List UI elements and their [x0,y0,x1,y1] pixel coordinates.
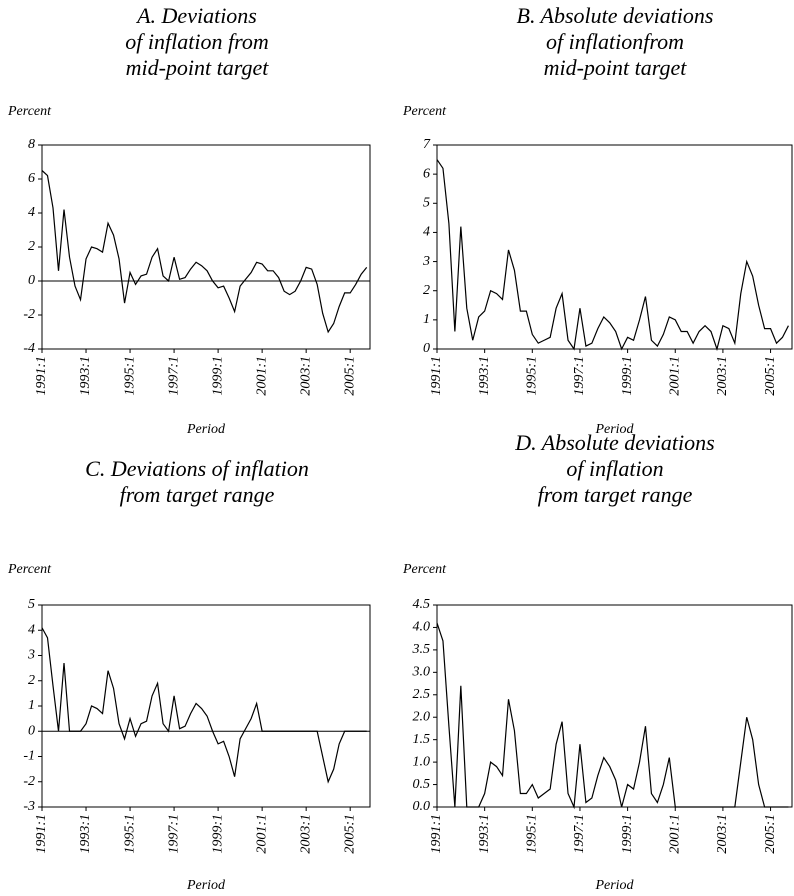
y-tick-label: 4 [28,205,35,220]
data-line [436,159,789,352]
x-tick-label: 1993:1 [477,814,492,854]
x-tick-label: 1991:1 [429,814,444,854]
y-tick-label: -4 [23,341,35,356]
x-tick-label: 1991:1 [34,356,49,396]
x-tick-label: 1995:1 [122,356,137,396]
y-tick-label: 2 [28,239,35,254]
x-tick-label: 1997:1 [572,356,587,396]
panel-title: from target range [120,482,275,507]
x-tick-label: 2003:1 [298,356,313,396]
x-tick-label: 2005:1 [763,356,778,396]
y-tick-label: -2 [23,774,35,789]
y-tick-label: 6 [423,166,430,181]
y-tick-label: 2 [28,673,35,688]
x-tick-label: 1999:1 [620,814,635,854]
panel-title: mid-point target [544,55,688,80]
y-tick-label: 6 [28,171,35,186]
x-axis-label: Period [186,422,226,437]
y-tick-label: 0 [28,723,35,738]
plot-frame [436,144,793,350]
panel-title: A. Deviations [135,3,257,28]
y-tick-label: 0 [28,273,35,288]
y-axis-label: Percent [402,562,447,577]
y-tick-label: 2.5 [413,687,431,702]
y-tick-label: 2 [423,283,430,298]
x-axis-label: Period [186,878,226,893]
x-tick-label: 1993:1 [78,356,93,396]
x-tick-label: 1997:1 [166,356,181,396]
y-tick-label: 3.5 [412,642,431,657]
x-tick-label: 1995:1 [525,356,540,396]
y-tick-label: 4 [28,622,35,637]
x-tick-label: 2003:1 [298,814,313,854]
y-axis-label: Percent [402,104,447,119]
y-tick-label: 7 [423,137,431,152]
y-axis-label: Percent [7,104,52,119]
data-line [436,622,789,810]
x-tick-label: 2005:1 [763,814,778,854]
panel-title: of inflation from [125,29,268,54]
y-tick-label: 4.0 [413,620,431,635]
x-tick-label: 1997:1 [572,814,587,854]
x-tick-label: 2001:1 [254,814,269,854]
panel-title: from target range [538,482,693,507]
y-axis-label: Percent [7,562,52,577]
x-tick-label: 1991:1 [429,356,444,396]
x-tick-label: 2005:1 [342,814,357,854]
data-line [41,627,367,784]
x-tick-label: 1991:1 [34,814,49,854]
y-tick-label: 1 [28,698,35,713]
y-tick-label: 1.0 [413,754,431,769]
panel-title: of inflation [566,456,663,481]
x-tick-label: 1999:1 [210,356,225,396]
y-tick-label: 0.5 [413,777,431,792]
x-tick-label: 1999:1 [620,356,635,396]
x-tick-label: 2001:1 [667,356,682,396]
x-tick-label: 1995:1 [525,814,540,854]
panel-title: D. Absolute deviations [514,430,714,455]
y-tick-label: 0 [423,341,430,356]
panel-title: C. Deviations of inflation [85,456,309,481]
y-tick-label: 4.5 [413,597,431,612]
x-tick-label: 1997:1 [166,814,181,854]
plot-frame [436,604,793,808]
panel-title: B. Absolute deviations [517,3,714,28]
y-tick-label: 3 [27,648,35,663]
y-tick-label: 2.0 [413,709,431,724]
x-tick-label: 2005:1 [342,356,357,396]
x-tick-label: 2001:1 [254,356,269,396]
x-axis-label: Period [594,422,634,437]
y-tick-label: -1 [23,749,35,764]
x-tick-label: 2003:1 [715,814,730,854]
x-axis-label: Period [594,878,634,893]
x-tick-label: 1999:1 [210,814,225,854]
y-tick-label: -3 [23,799,35,814]
x-tick-label: 1993:1 [477,356,492,396]
data-line [41,170,368,334]
y-tick-label: 1 [423,312,430,327]
y-tick-label: 5 [28,597,35,612]
y-tick-label: 3 [422,254,430,269]
x-tick-label: 2003:1 [715,356,730,396]
y-tick-label: 5 [423,196,430,211]
y-tick-label: 4 [423,225,430,240]
y-tick-label: 8 [28,137,35,152]
y-tick-label: 1.5 [413,732,431,747]
panel-title: mid-point target [126,55,270,80]
x-tick-label: 1993:1 [78,814,93,854]
x-tick-label: 1995:1 [122,814,137,854]
y-tick-label: -2 [23,307,35,322]
x-tick-label: 2001:1 [667,814,682,854]
y-tick-label: 0.0 [413,799,431,814]
y-tick-label: 3.0 [412,665,431,680]
panel-title: of inflationfrom [546,29,684,54]
